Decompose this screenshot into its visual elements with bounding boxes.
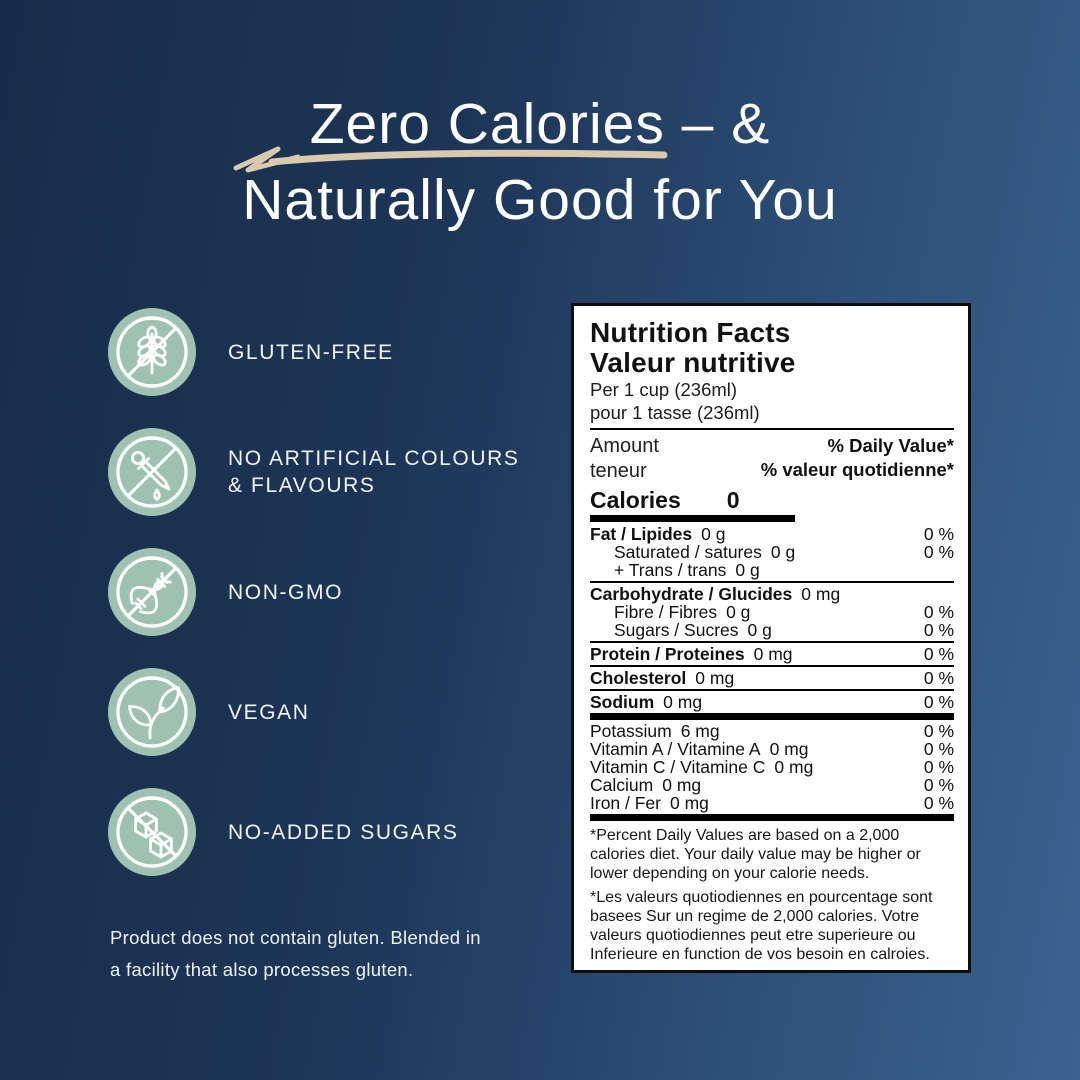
amount-en: Amount [590,435,659,457]
badge-gluten-free: GLUTEN-FREE [108,308,538,396]
headline-line-2: Naturally Good for You [242,168,838,232]
nutrient-row-trans: + Trans / trans 0 g [614,560,760,580]
divider [590,428,954,430]
panel-title-fr: Valeur nutritive [590,347,796,378]
badge-label: NON-GMO [228,580,344,604]
nutrient-row-carbohydrate: Carbohydrate / Glucides 0 mg [590,584,841,604]
no-gluten-wheat-icon [108,308,196,396]
divider-thick [590,814,954,821]
nutrition-facts-panel: Nutrition Facts Valeur nutritive Per 1 c… [571,303,971,973]
no-dropper-icon [108,428,196,516]
gluten-disclaimer-text: Product does not contain gluten. Blended… [110,927,481,980]
divider [590,581,954,583]
divider [590,665,954,667]
badge-label: NO ARTIFICIAL COLOURS & FLAVOURS [228,447,520,497]
badge-label: VEGAN [228,700,310,724]
panel-title-en: Nutrition Facts [590,317,791,348]
calories-row: Calories 0 [590,488,954,512]
nutrient-row-sodium: Sodium 0 mg 0 % [590,692,954,712]
badge-label: NO-ADDED SUGARS [228,820,459,844]
daily-value-labels: % Daily Value* % valeur quotidienne* [761,434,954,482]
brush-underline-icon [233,146,668,173]
divider [590,689,954,691]
serving-size-en: Per 1 cup (236ml) [590,379,738,400]
nutrient-row-calcium: Calcium 0 mg 0 % [590,775,954,795]
badge-label: GLUTEN-FREE [228,340,394,364]
daily-value-fr: % valeur quotidienne* [760,459,954,480]
divider-thick [590,713,954,720]
badge-no-artificial-colours: NO ARTIFICIAL COLOURS & FLAVOURS [108,428,538,516]
footnote-en: *Percent Daily Values are based on a 2,0… [590,827,921,882]
nutrient-row-cholesterol: Cholesterol 0 mg 0 % [590,668,954,688]
calories-value: 0 [726,487,740,513]
nutrient-row-protein: Protein / Proteines 0 mg 0 % [590,644,954,664]
amount-header: Amount teneur % Daily Value* % valeur qu… [590,434,954,484]
benefit-badge-list: GLUTEN-FREE NO ARTIFICIAL COLOURS & FLAV… [108,308,538,908]
no-gmo-dna-icon [108,548,196,636]
badge-vegan: VEGAN [108,668,538,756]
headline: Zero Calories – & Naturally Good for You [0,86,1080,238]
divider [590,641,954,643]
footnote-fr: *Les valeurs quotiodiennes en pourcentag… [590,889,933,963]
vegan-leaves-icon [108,668,196,756]
badge-no-added-sugars: NO-ADDED SUGARS [108,788,538,876]
calories-underline-bar [590,515,795,522]
nutrient-row-potassium: Potassium 6 mg 0 % [590,721,954,741]
amount-fr: teneur [590,460,647,482]
serving-size-fr: pour 1 tasse (236ml) [590,402,760,423]
amount-labels: Amount teneur [590,434,659,484]
no-sugar-cubes-icon [108,788,196,876]
nutrient-row-iron: Iron / Fer 0 mg 0 % [590,793,954,813]
headline-line-1: Zero Calories – & [309,92,771,156]
daily-value-en: % Daily Value* [827,435,954,456]
calories-label: Calories [590,487,681,513]
badge-non-gmo: NON-GMO [108,548,538,636]
